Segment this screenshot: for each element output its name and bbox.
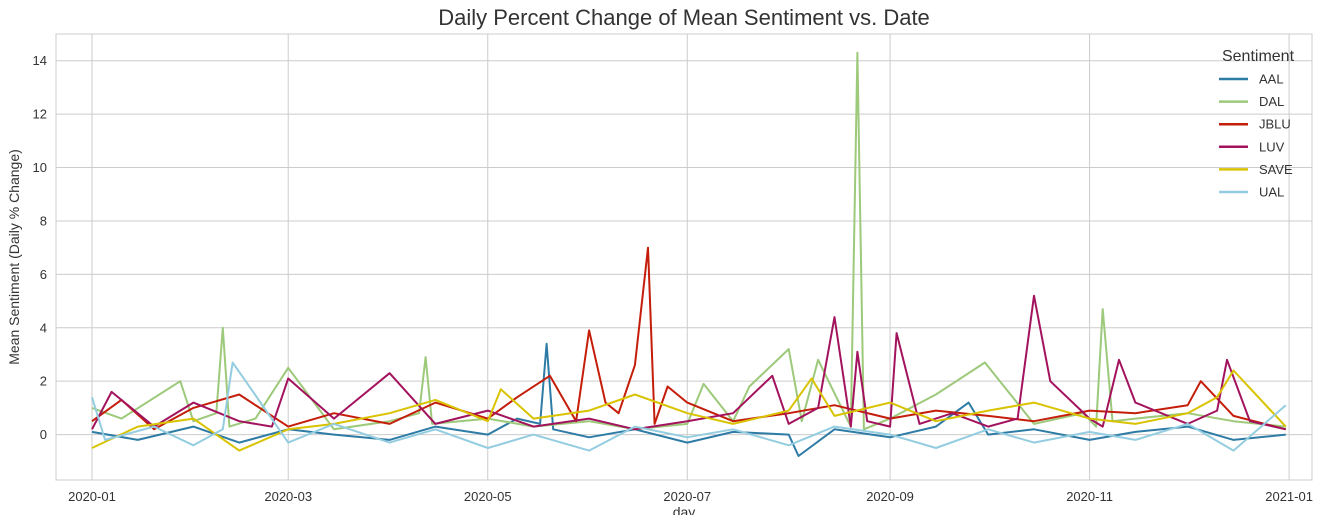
x-tick-label: 2020-03	[264, 489, 312, 504]
legend-title: Sentiment	[1222, 48, 1295, 65]
x-tick-label: 2020-05	[464, 489, 512, 504]
series-line-save	[91, 369, 1287, 452]
legend-label-jblu: JBLU	[1259, 117, 1291, 132]
series-line-aal	[91, 342, 1286, 457]
x-tick-label: 2020-11	[1066, 489, 1113, 504]
y-tick-label: 2	[40, 374, 47, 389]
chart-title: Daily Percent Change of Mean Sentiment v…	[438, 5, 930, 30]
y-axis-label: Mean Sentiment (Daily % Change)	[6, 149, 22, 365]
legend: Sentiment AAL DAL JBLU LUV SAVE UAL	[1219, 48, 1295, 200]
axis-layer: 0 2 4 6 8 10 12 14 2020-01 2020-03 2020-05 2020-07 2…	[33, 53, 1313, 504]
series-layer	[91, 51, 1287, 457]
y-tick-label: 14	[33, 53, 47, 68]
legend-label-luv: LUV	[1259, 139, 1285, 154]
x-tick-label: 2021-01	[1265, 489, 1313, 504]
series-line-jblu	[91, 246, 1287, 431]
legend-label-aal: AAL	[1259, 72, 1284, 87]
y-tick-label: 4	[40, 320, 47, 335]
y-tick-label: 8	[40, 213, 47, 228]
series-line-dal	[91, 51, 1286, 431]
y-tick-label: 6	[40, 267, 47, 282]
legend-label-dal: DAL	[1259, 94, 1284, 109]
legend-label-ual: UAL	[1259, 185, 1284, 200]
x-tick-label: 2020-01	[68, 489, 116, 504]
y-tick-label: 10	[33, 160, 47, 175]
x-tick-label: 2020-09	[866, 489, 914, 504]
series-line-ual	[91, 361, 1287, 452]
x-axis-label: day	[673, 504, 696, 515]
series-line-luv	[91, 294, 1287, 431]
grid-layer	[56, 34, 1312, 480]
plot-frame	[55, 33, 1313, 481]
x-tick-label: 2020-07	[663, 489, 711, 504]
y-tick-label: 0	[40, 427, 47, 442]
y-tick-label: 12	[33, 107, 47, 122]
legend-label-save: SAVE	[1259, 162, 1293, 177]
